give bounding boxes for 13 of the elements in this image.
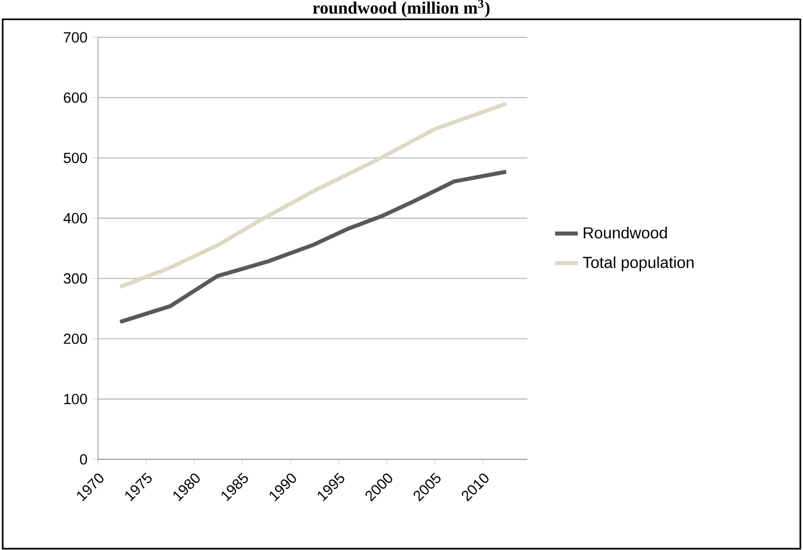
line-series xyxy=(118,170,508,324)
chart-title: roundwood (million m$^{3}$) xyxy=(312,0,490,18)
y-tick-label: 500 xyxy=(64,152,88,164)
y-tick-label: 400 xyxy=(63,213,88,224)
y-tick-label: 200 xyxy=(64,334,88,344)
y-tick-label: 600 xyxy=(64,92,88,103)
y-tick-label: 300 xyxy=(64,273,88,284)
y-tick-label: 700 xyxy=(64,32,88,43)
y-tick-label: 100 xyxy=(64,394,88,404)
legend-label: Total population xyxy=(582,256,694,272)
legend-label: Roundwood xyxy=(584,226,667,238)
line-series xyxy=(118,102,508,289)
y-tick-label: 0 xyxy=(80,454,88,465)
